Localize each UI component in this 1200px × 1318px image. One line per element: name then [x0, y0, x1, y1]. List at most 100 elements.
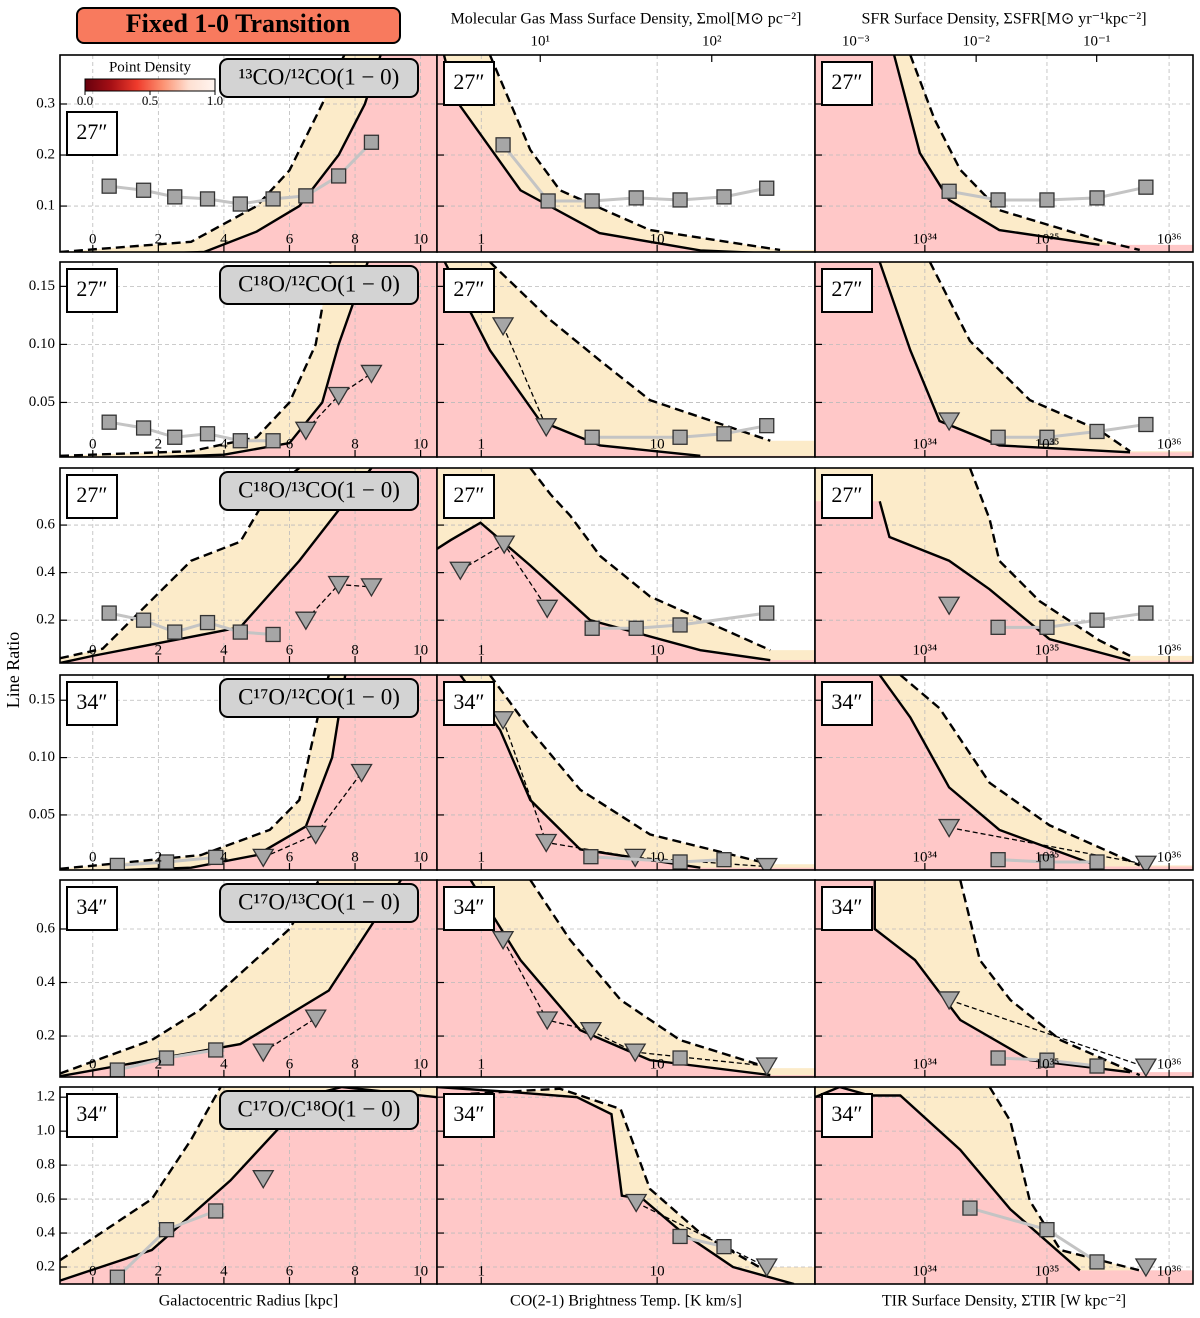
y-tick-label: 0.6	[36, 1191, 55, 1207]
limit-marker	[937, 818, 961, 838]
x-tick-label: 2	[155, 849, 163, 865]
median-marker	[1039, 1222, 1055, 1238]
median-marker	[208, 1042, 224, 1058]
top-tick-label: 10²	[702, 33, 722, 49]
panel	[60, 880, 437, 1077]
x-tick-label: 10³⁵	[1035, 231, 1060, 247]
median-line	[998, 611, 1147, 629]
median-marker	[101, 605, 117, 621]
limit-marker	[449, 561, 472, 581]
y-tick-label: 0.3	[36, 95, 55, 111]
panel	[60, 262, 437, 457]
model-solid-line	[60, 880, 402, 1077]
model-solid-line	[892, 55, 1100, 247]
beam-label: 34″	[831, 894, 862, 919]
median-marker	[672, 429, 688, 445]
solid-region	[158, 262, 437, 457]
median-marker	[584, 193, 600, 209]
y-tick-label: 0.15	[29, 278, 55, 294]
median-line	[592, 611, 767, 630]
x-tick-label: 0	[89, 1056, 97, 1072]
median-marker	[628, 620, 644, 636]
limit-marker	[536, 599, 559, 619]
y-tick-label: 0.10	[29, 336, 55, 352]
median-marker	[583, 849, 599, 865]
panel-frame	[814, 54, 1194, 253]
median-marker	[672, 1050, 688, 1066]
y-tick-label: 0.4	[36, 564, 55, 580]
limit-marker	[624, 1043, 647, 1063]
beam-label: 34″	[76, 894, 107, 919]
model-dashed-line	[968, 468, 1131, 657]
model-solid-line	[878, 262, 1131, 454]
solid-region	[437, 880, 815, 1077]
model-solid-line	[878, 675, 1100, 868]
median-marker	[990, 852, 1006, 868]
ratio-box	[219, 265, 419, 305]
x-axis-label: TIR Surface Density, ΣTIR [W kpc⁻²]	[882, 1293, 1126, 1310]
median-marker	[990, 619, 1006, 635]
limit-marker	[304, 1009, 327, 1029]
median-marker	[135, 420, 152, 436]
x-tick-label: 8	[351, 1056, 359, 1072]
beam-box	[66, 681, 118, 726]
beam-label: 27″	[76, 482, 107, 507]
ratio-label: C¹⁸O/¹³CO(1 − 0)	[238, 477, 400, 502]
beam-box	[66, 111, 118, 156]
median-marker	[990, 192, 1006, 208]
median-marker	[363, 134, 380, 150]
median-marker	[265, 191, 281, 207]
median-marker	[158, 1050, 175, 1066]
panel	[815, 1087, 1193, 1284]
x-tick-label: 10	[413, 642, 428, 658]
ratio-label: C¹⁷O/C¹⁸O(1 − 0)	[238, 1096, 401, 1121]
median-marker	[759, 418, 775, 434]
median-marker	[584, 620, 600, 636]
x-tick-label: 0	[89, 231, 97, 247]
median-marker	[584, 429, 600, 445]
ratio-box	[219, 678, 419, 718]
median-marker	[1039, 619, 1055, 635]
model-dashed-line	[488, 55, 781, 252]
limit-marker	[1134, 855, 1158, 870]
model-dashed-line	[529, 880, 771, 1070]
ratio-label: ¹³CO/¹²CO(1 − 0)	[239, 64, 400, 89]
x-tick-label: 1	[478, 436, 486, 452]
x-axis-label: CO(2-1) Brightness Temp. [K km/s]	[510, 1293, 742, 1310]
x-tick-label: 1	[478, 1263, 486, 1279]
limit-marker	[252, 1170, 275, 1189]
panel-frame	[814, 261, 1194, 458]
solid-region	[815, 1087, 1193, 1284]
limit-marker	[252, 848, 275, 868]
top-axis-label: Molecular Gas Mass Surface Density, Σmol…	[451, 11, 802, 28]
limit-marker	[755, 1258, 778, 1278]
limit-line	[502, 325, 547, 428]
median-marker	[672, 192, 688, 208]
x-tick-label: 6	[286, 849, 294, 865]
title-box	[76, 7, 401, 44]
y-tick-label: 0.8	[36, 1157, 55, 1173]
y-tick-label: 0.6	[36, 517, 55, 533]
x-tick-label: 10³⁶	[1157, 1056, 1182, 1072]
median-marker	[1138, 416, 1154, 433]
x-tick-label: 10³⁵	[1035, 1263, 1060, 1279]
y-axis-label: Line Ratio	[3, 632, 23, 708]
y-tick-label: 0.05	[29, 394, 55, 410]
x-tick-label: 10³⁶	[1157, 1263, 1182, 1279]
median-marker	[759, 180, 775, 196]
solid-region	[437, 1087, 815, 1284]
model-dashed-line	[60, 1087, 222, 1262]
x-tick-label: 0	[89, 1263, 97, 1279]
x-tick-label: 6	[286, 1056, 294, 1072]
median-marker	[199, 426, 216, 442]
solid-region	[815, 262, 1193, 457]
median-marker	[628, 190, 644, 206]
limit-line	[502, 719, 767, 868]
solid-region	[815, 55, 1193, 252]
model-dashed-line	[529, 468, 771, 652]
model-solid-line	[60, 1087, 437, 1282]
x-tick-label: 0	[89, 642, 97, 658]
panel	[815, 262, 1193, 457]
solid-region	[125, 675, 437, 870]
ratio-label: C¹⁷O/¹³CO(1 − 0)	[238, 889, 400, 914]
